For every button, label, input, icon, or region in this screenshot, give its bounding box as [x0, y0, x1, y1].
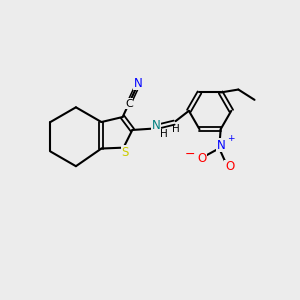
- Text: C: C: [125, 99, 133, 109]
- Text: N: N: [152, 119, 160, 132]
- Text: O: O: [197, 152, 206, 165]
- Text: N: N: [217, 139, 225, 152]
- Text: O: O: [225, 160, 234, 173]
- Text: H: H: [172, 124, 180, 134]
- Text: −: −: [185, 148, 196, 161]
- Text: S: S: [121, 146, 129, 159]
- Text: N: N: [134, 77, 142, 90]
- Text: H: H: [160, 129, 168, 139]
- Text: +: +: [226, 134, 234, 143]
